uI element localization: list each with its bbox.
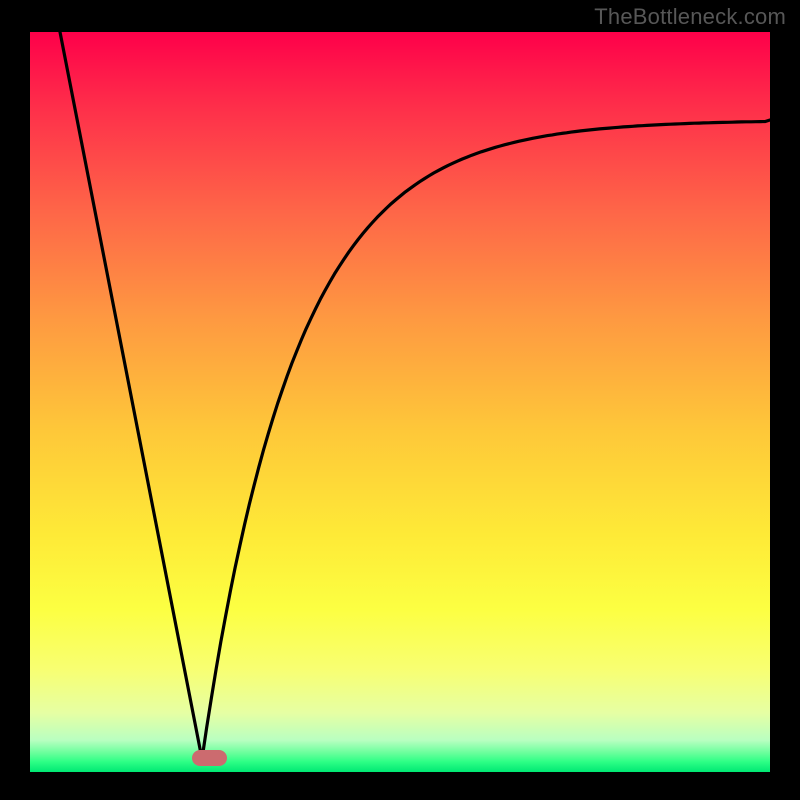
attribution-text: TheBottleneck.com (594, 4, 786, 30)
dip-marker (192, 750, 227, 766)
chart-frame: TheBottleneck.com (0, 0, 800, 800)
curve-svg (30, 32, 770, 772)
bottleneck-curve (60, 32, 770, 759)
plot-area (30, 32, 770, 772)
